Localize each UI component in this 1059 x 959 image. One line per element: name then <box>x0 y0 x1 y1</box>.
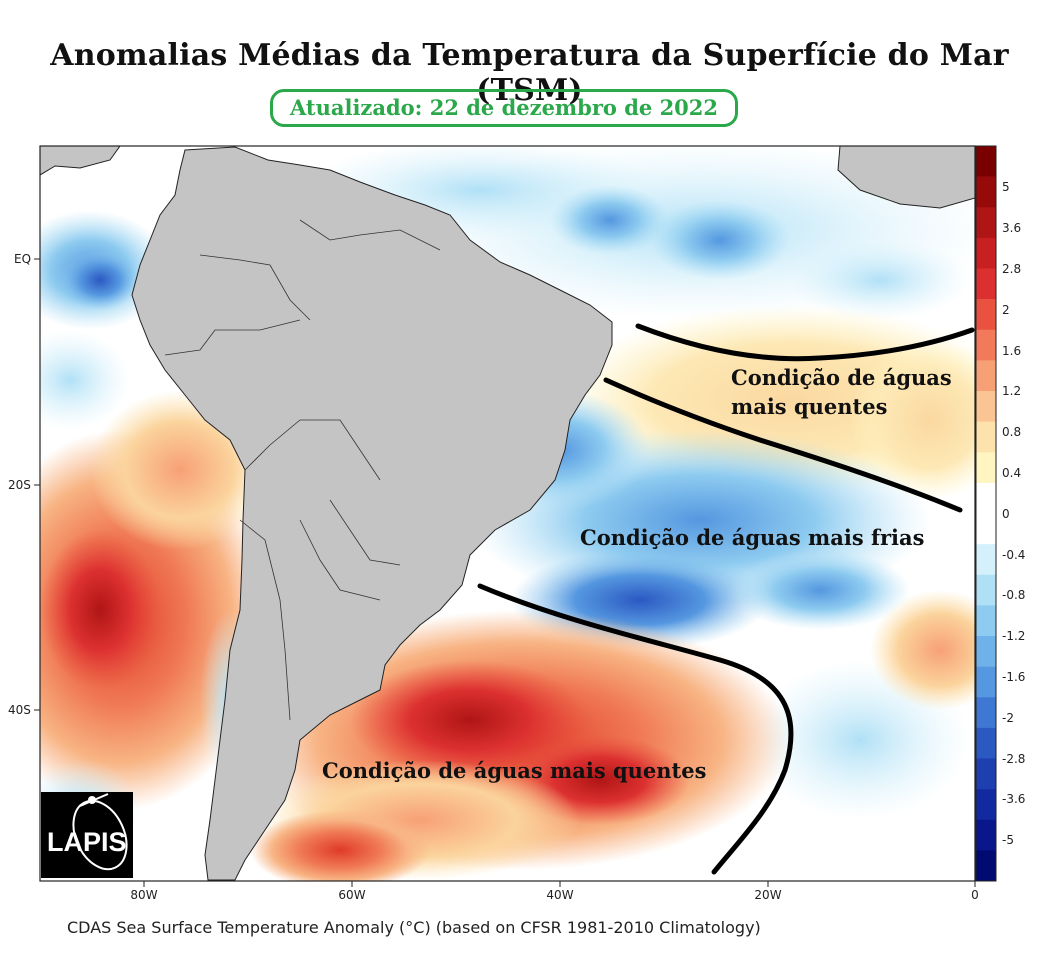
lat-tick-label: EQ <box>14 252 31 266</box>
map-caption: CDAS Sea Surface Temperature Anomaly (°C… <box>67 918 761 937</box>
colorbar-segment <box>976 789 996 821</box>
country-borders <box>164 219 441 721</box>
annotation-warm-north-line1: Condição de águas <box>731 365 952 390</box>
colorbar-segment <box>976 513 996 545</box>
lon-tick-label: 40W <box>546 888 573 902</box>
colorbar-label: 0.8 <box>1002 425 1021 439</box>
annotation-curves <box>477 323 975 875</box>
colorbar-segment <box>976 391 996 422</box>
colorbar-segment <box>976 482 996 514</box>
south-warm-boundary <box>477 583 794 875</box>
colorbar-segment <box>976 636 996 667</box>
colorbar-label: 1.6 <box>1002 344 1021 358</box>
lon-tick-label: 20W <box>754 888 781 902</box>
colorbar-label: -3.6 <box>1002 792 1025 806</box>
colorbar-segment <box>976 452 996 484</box>
colorbar-label: 1.2 <box>1002 384 1021 398</box>
annotation-cold: Condição de águas mais frias <box>580 525 924 550</box>
colorbar-segment <box>976 544 996 576</box>
colorbar <box>975 145 997 882</box>
colorbar-segment <box>976 727 996 759</box>
update-date-badge: Atualizado: 22 de dezembro de 2022 <box>270 89 738 127</box>
colorbar-segment <box>976 146 996 177</box>
colorbar-label: -2.8 <box>1002 752 1025 766</box>
colorbar-label: 2 <box>1002 303 1010 317</box>
colorbar-label: 3.6 <box>1002 221 1021 235</box>
lon-tick-label: 80W <box>130 888 157 902</box>
colorbar-label: 5 <box>1002 180 1010 194</box>
colorbar-segment <box>976 268 996 300</box>
colorbar-segment <box>976 299 996 331</box>
africa-landmass <box>837 146 975 209</box>
colorbar-label: -1.6 <box>1002 670 1025 684</box>
lapis-logo-text: LAPIS <box>47 827 127 857</box>
colorbar-segment <box>976 360 996 392</box>
lat-tick-label: 40S <box>8 703 31 717</box>
colorbar-segment <box>976 176 996 208</box>
lapis-logo: LAPIS <box>41 792 133 878</box>
sst-anomaly-field <box>40 146 975 881</box>
colorbar-segment <box>976 237 996 269</box>
colorbar-segment <box>976 605 996 637</box>
colorbar-labels: 5 3.6 2.8 2 1.6 1.2 0.8 0.4 0 -0.4 -0.8 … <box>1002 180 1025 847</box>
colorbar-segment <box>976 329 996 361</box>
colorbar-label: 2.8 <box>1002 262 1021 276</box>
colorbar-segment <box>976 697 996 729</box>
lat-tick-label: 20S <box>8 478 31 492</box>
north-warm-boundary-bottom <box>603 377 963 513</box>
colorbar-segment <box>976 850 996 882</box>
north-warm-boundary-top <box>635 323 975 362</box>
colorbar-label: -5 <box>1002 833 1014 847</box>
lon-tick-label: 60W <box>338 888 365 902</box>
colorbar-label: -1.2 <box>1002 629 1025 643</box>
colorbar-segment <box>976 207 996 239</box>
colorbar-label: -0.8 <box>1002 588 1025 602</box>
colorbar-frame <box>975 145 997 882</box>
colorbar-segment <box>976 421 996 453</box>
colorbar-segment <box>976 819 996 851</box>
map-frame <box>39 145 976 882</box>
central-america-landmass <box>40 146 121 176</box>
colorbar-segment <box>976 758 996 790</box>
lat-axis: EQ 20S 40S <box>8 252 40 717</box>
colorbar-label: 0.4 <box>1002 466 1021 480</box>
annotation-warm-north-line2: mais quentes <box>731 394 887 419</box>
colorbar-segment <box>976 574 996 606</box>
colorbar-label: 0 <box>1002 507 1010 521</box>
colorbar-label: -2 <box>1002 711 1014 725</box>
annotation-warm-south: Condição de águas mais quentes <box>322 758 706 783</box>
lon-axis: 80W 60W 40W 20W 0 <box>130 881 979 902</box>
lon-tick-label: 0 <box>971 888 979 902</box>
colorbar-segment <box>976 666 996 698</box>
colorbar-label: -0.4 <box>1002 548 1025 562</box>
